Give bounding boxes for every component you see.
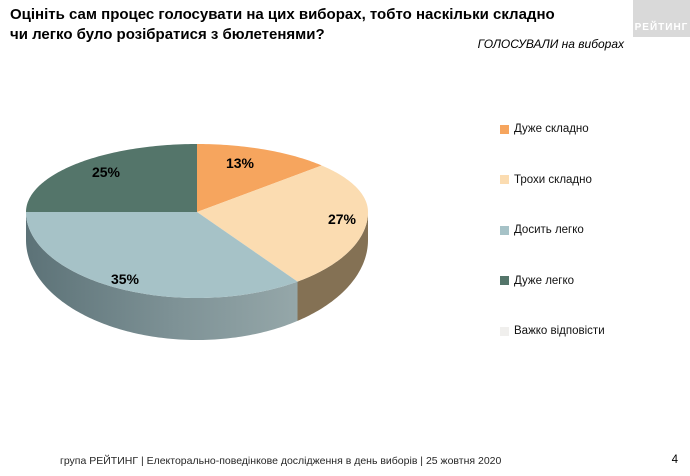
legend-swatch bbox=[500, 175, 509, 185]
rating-logo-text: РЕЙТИНГ bbox=[634, 22, 689, 33]
pie-slice-3 bbox=[26, 144, 197, 212]
chart-subtitle: ГОЛОСУВАЛИ на виборах bbox=[477, 37, 624, 51]
legend-swatch bbox=[500, 124, 509, 134]
legend-item-1: Трохи складно bbox=[500, 174, 605, 186]
pie-value-label: 13% bbox=[226, 155, 255, 171]
legend-item-2: Досить легко bbox=[500, 224, 605, 236]
legend-label: Дуже легко bbox=[514, 274, 575, 287]
page-number: 4 bbox=[671, 454, 678, 466]
footer-source: група РЕЙТИНГ | Електорально-поведінкове… bbox=[60, 455, 502, 467]
pie-rim-1 bbox=[297, 212, 368, 321]
page-title: Оцініть сам процес голосувати на цих виб… bbox=[10, 6, 555, 43]
pie-chart-container: 13% 27% 35% 25% bbox=[0, 100, 460, 390]
pie-value-label: 25% bbox=[92, 164, 121, 180]
pie-value-label: 27% bbox=[328, 211, 357, 227]
legend-item-0: Дуже складно bbox=[500, 123, 605, 135]
legend-swatch bbox=[500, 276, 509, 286]
legend-swatch bbox=[500, 326, 509, 336]
pie-slice-1 bbox=[197, 165, 368, 282]
legend-swatch bbox=[500, 225, 509, 235]
pie-rim-2 bbox=[26, 212, 298, 340]
pie-slice-2 bbox=[26, 212, 298, 298]
pie-chart: 13% 27% 35% 25% bbox=[26, 144, 368, 340]
legend-label: Дуже складно bbox=[514, 123, 589, 135]
legend-label: Важко відповісти bbox=[514, 325, 605, 338]
rating-group-logo: РЕЙТИНГ bbox=[633, 0, 690, 37]
legend-item-3: Дуже легко bbox=[500, 275, 605, 287]
chart-legend: Дуже складно Трохи складно Досить легко Дуж… bbox=[500, 123, 605, 337]
pie-value-label: 35% bbox=[111, 271, 140, 287]
pie-slice-0 bbox=[197, 144, 322, 212]
legend-label: Трохи складно bbox=[514, 173, 592, 186]
legend-item-4: Важко відповісти bbox=[500, 325, 605, 337]
legend-label: Досить легко bbox=[514, 224, 584, 237]
